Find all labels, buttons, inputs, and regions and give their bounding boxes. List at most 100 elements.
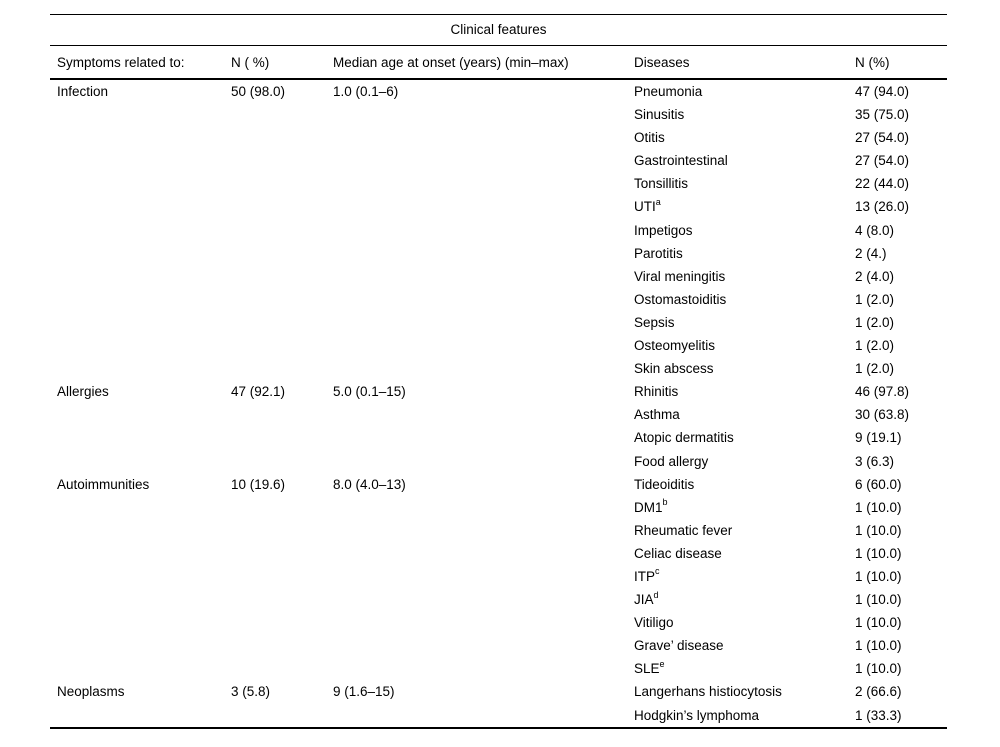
symptom-cell xyxy=(50,195,224,218)
disease-n-cell: 13 (26.0) xyxy=(855,199,910,215)
table-row: Skin abscess 1 (2.0) xyxy=(50,357,947,380)
disease-cell: Hodgkin’s lymphoma xyxy=(634,707,760,723)
disease-cell: Tideoiditis xyxy=(634,476,695,492)
disease-cell: Skin abscess xyxy=(634,361,714,377)
symptom-n-cell xyxy=(224,565,326,588)
clinical-features-table: Clinical features Symptoms related to: N… xyxy=(50,14,947,729)
col-header-disease-n-pct: N (%) xyxy=(848,46,947,80)
median-age-cell xyxy=(326,311,627,334)
header-row: Symptoms related to: N ( %) Median age a… xyxy=(50,46,947,80)
symptom-n-cell xyxy=(224,403,326,426)
table-row: UTIa 13 (26.0) xyxy=(50,195,947,218)
table-row: Gastrointestinal 27 (54.0) xyxy=(50,149,947,172)
median-age-cell xyxy=(326,519,627,542)
median-age-cell xyxy=(326,403,627,426)
symptom-n-cell xyxy=(224,195,326,218)
median-age-cell xyxy=(326,565,627,588)
median-age-cell xyxy=(326,219,627,242)
symptom-n-cell xyxy=(224,634,326,657)
symptom-n-cell xyxy=(224,704,326,728)
disease-cell: Sinusitis xyxy=(634,107,685,123)
table-row: Sinusitis 35 (75.0) xyxy=(50,103,947,126)
table-row: Impetigos 4 (8.0) xyxy=(50,219,947,242)
symptom-cell xyxy=(50,126,224,149)
footnote-marker: a xyxy=(655,196,661,207)
disease-n-cell: 1 (10.0) xyxy=(855,545,902,561)
col-header-n-pct: N ( %) xyxy=(224,46,326,80)
disease-cell: Food allergy xyxy=(634,453,709,469)
table-row: Viral meningitis 2 (4.0) xyxy=(50,265,947,288)
symptom-cell: Neoplasms xyxy=(57,684,125,700)
median-age-cell xyxy=(326,496,627,519)
median-age-cell xyxy=(326,542,627,565)
disease-n-cell: 47 (94.0) xyxy=(855,84,910,99)
disease-cell: Viral meningitis xyxy=(634,268,726,284)
symptom-cell xyxy=(50,334,224,357)
footnote-marker: c xyxy=(655,566,660,577)
disease-n-cell: 27 (54.0) xyxy=(855,130,910,146)
symptom-cell xyxy=(50,265,224,288)
table-row: Asthma 30 (63.8) xyxy=(50,403,947,426)
table-title: Clinical features xyxy=(50,14,947,46)
median-age-cell: 8.0 (4.0–13) xyxy=(333,476,406,492)
median-age-cell xyxy=(326,657,627,680)
symptom-n-cell: 47 (92.1) xyxy=(231,384,286,400)
symptom-cell xyxy=(50,311,224,334)
table-row: Osteomyelitis 1 (2.0) xyxy=(50,334,947,357)
median-age-cell: 1.0 (0.1–6) xyxy=(333,84,399,99)
symptom-cell xyxy=(50,149,224,172)
median-age-cell xyxy=(326,357,627,380)
median-age-cell xyxy=(326,426,627,449)
disease-n-cell: 27 (54.0) xyxy=(855,153,910,169)
symptom-cell xyxy=(50,519,224,542)
symptom-cell xyxy=(50,496,224,519)
symptom-cell xyxy=(50,219,224,242)
footnote-marker: e xyxy=(659,658,665,669)
symptom-cell xyxy=(50,611,224,634)
median-age-cell xyxy=(326,103,627,126)
table-body: Infection 50 (98.0) 1.0 (0.1–6) Pneumonia 47… xyxy=(50,79,947,728)
symptom-n-cell xyxy=(224,588,326,611)
disease-n-cell: 1 (10.0) xyxy=(855,592,902,608)
disease-cell: Celiac disease xyxy=(634,545,722,561)
table-row: Atopic dermatitis 9 (19.1) xyxy=(50,426,947,449)
disease-n-cell: 2 (4.0) xyxy=(855,268,895,284)
disease-n-cell: 2 (66.6) xyxy=(855,684,902,700)
disease-cell: DM1b xyxy=(634,497,668,515)
median-age-cell xyxy=(326,588,627,611)
symptom-n-cell xyxy=(224,103,326,126)
symptom-n-cell: 10 (19.6) xyxy=(231,476,286,492)
symptom-n-cell: 50 (98.0) xyxy=(231,84,286,99)
median-age-cell: 5.0 (0.1–15) xyxy=(333,384,406,400)
symptom-n-cell xyxy=(224,496,326,519)
symptom-cell: Allergies xyxy=(57,384,109,400)
table-row: Sepsis 1 (2.0) xyxy=(50,311,947,334)
symptom-cell xyxy=(50,103,224,126)
median-age-cell: 9 (1.6–15) xyxy=(333,684,395,700)
median-age-cell xyxy=(326,634,627,657)
symptom-n-cell xyxy=(224,334,326,357)
disease-cell: SLEe xyxy=(634,658,665,677)
disease-cell: Pneumonia xyxy=(634,84,703,99)
disease-cell: Langerhans histiocytosis xyxy=(634,684,782,700)
symptom-n-cell xyxy=(224,450,326,473)
median-age-cell xyxy=(326,288,627,311)
symptom-n-cell xyxy=(224,311,326,334)
symptom-n-cell xyxy=(224,219,326,242)
disease-n-cell: 1 (10.0) xyxy=(855,638,902,654)
disease-cell: Osteomyelitis xyxy=(634,338,716,354)
symptom-cell xyxy=(50,588,224,611)
col-header-symptoms: Symptoms related to: xyxy=(50,46,224,80)
col-header-diseases: Diseases xyxy=(627,46,848,80)
disease-n-cell: 30 (63.8) xyxy=(855,407,910,423)
median-age-cell xyxy=(326,611,627,634)
symptom-cell xyxy=(50,426,224,449)
disease-cell: Grave’ disease xyxy=(634,638,724,654)
median-age-cell xyxy=(326,334,627,357)
symptom-n-cell xyxy=(224,172,326,195)
disease-cell: Impetigos xyxy=(634,222,693,238)
disease-cell: Otitis xyxy=(634,130,665,146)
disease-n-cell: 1 (2.0) xyxy=(855,338,895,354)
disease-n-cell: 1 (2.0) xyxy=(855,314,895,330)
symptom-n-cell xyxy=(224,288,326,311)
